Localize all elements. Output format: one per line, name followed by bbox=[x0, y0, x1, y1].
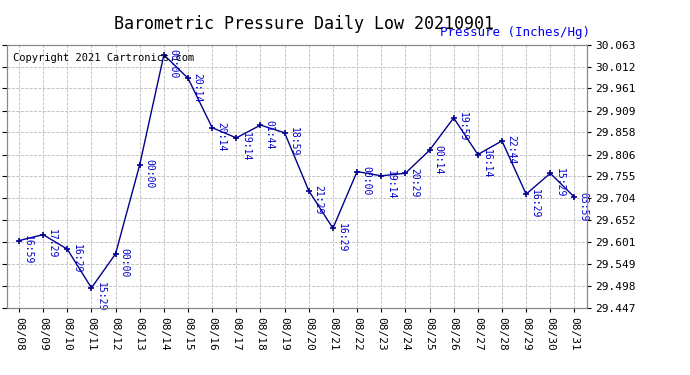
Text: 21:29: 21:29 bbox=[313, 185, 323, 214]
Text: 22:44: 22:44 bbox=[506, 135, 516, 165]
Text: 20:14: 20:14 bbox=[193, 73, 202, 102]
Text: 15:29: 15:29 bbox=[555, 168, 564, 197]
Text: 16:29: 16:29 bbox=[337, 223, 347, 252]
Text: 19:59: 19:59 bbox=[458, 112, 468, 142]
Text: 17:29: 17:29 bbox=[48, 229, 57, 258]
Text: 19:14: 19:14 bbox=[241, 132, 250, 162]
Text: 19:14: 19:14 bbox=[386, 170, 395, 200]
Text: 18:59: 18:59 bbox=[289, 127, 299, 157]
Text: 16:14: 16:14 bbox=[482, 149, 492, 178]
Text: Barometric Pressure Daily Low 20210901: Barometric Pressure Daily Low 20210901 bbox=[114, 15, 493, 33]
Text: Pressure (Inches/Hg): Pressure (Inches/Hg) bbox=[440, 26, 590, 39]
Text: 03:59: 03:59 bbox=[579, 192, 589, 221]
Text: Copyright 2021 Cartronics.com: Copyright 2021 Cartronics.com bbox=[12, 53, 194, 63]
Text: 00:00: 00:00 bbox=[144, 159, 154, 189]
Text: 00:00: 00:00 bbox=[168, 49, 178, 79]
Text: 15:29: 15:29 bbox=[96, 282, 106, 312]
Text: 20:29: 20:29 bbox=[410, 168, 420, 197]
Text: 00:00: 00:00 bbox=[120, 248, 130, 278]
Text: 00:14: 00:14 bbox=[434, 145, 444, 174]
Text: 00:00: 00:00 bbox=[362, 166, 371, 195]
Text: 20:14: 20:14 bbox=[217, 122, 226, 152]
Text: 01:44: 01:44 bbox=[265, 120, 275, 149]
Text: 16:29: 16:29 bbox=[72, 244, 81, 273]
Text: 16:59: 16:59 bbox=[23, 235, 33, 264]
Text: 16:29: 16:29 bbox=[531, 189, 540, 218]
